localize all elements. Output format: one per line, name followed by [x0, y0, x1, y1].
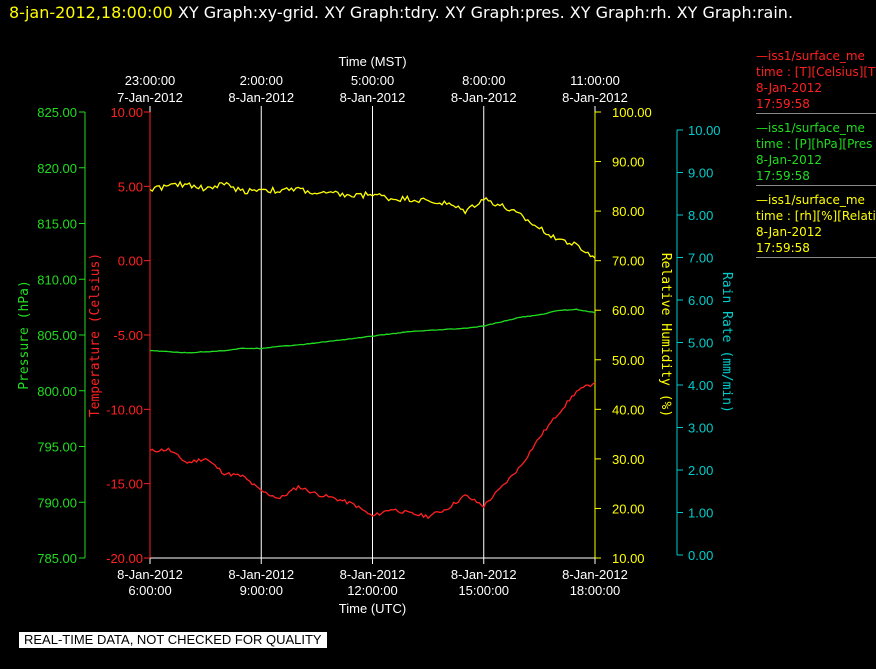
rh-tick-label: 30.00 [612, 452, 645, 467]
legend: —iss1/surface_me time : [T][Celsius][T 8-J… [756, 48, 876, 264]
rain-tick-label: 3.00 [688, 421, 713, 436]
rain-axis-title: Rain Rate (mm/min) [719, 272, 734, 413]
timestamp: 8-jan-2012,18:00:00 [9, 3, 173, 22]
top-x-tick-label: 5:00:00 [351, 73, 394, 88]
pressure-tick-label: 820.00 [37, 161, 77, 176]
rain-tick-label: 8.00 [688, 208, 713, 223]
rain-tick-label: 2.00 [688, 463, 713, 478]
pressure-tick-label: 805.00 [37, 328, 77, 343]
top-x-tick-label: 8-Jan-2012 [451, 90, 517, 105]
x-tick-label: 12:00:00 [347, 583, 398, 598]
legend-name: —iss1/surface_me [756, 121, 865, 135]
x-tick-label: 18:00:00 [570, 583, 621, 598]
rain-tick-label: 7.00 [688, 251, 713, 266]
temperature-tick-label: 5.00 [118, 179, 143, 194]
top-x-tick-label: 2:00:00 [240, 73, 283, 88]
window-title-bar: 8-jan-2012,18:00:00 XY Graph:xy-grid. XY… [9, 3, 793, 22]
legend-name: —iss1/surface_me [756, 193, 865, 207]
pressure-series-line [149, 308, 596, 354]
rh-tick-label: 90.00 [612, 155, 645, 170]
top-x-tick-label: 8-Jan-2012 [562, 90, 628, 105]
rain-tick-label: 5.00 [688, 336, 713, 351]
rain-tick-label: 4.00 [688, 378, 713, 393]
temperature-tick-label: -5.00 [113, 328, 143, 343]
rh-series-line [149, 180, 596, 259]
rh-axis-title: Relative Humidity (%) [658, 253, 673, 417]
x-tick-label: 6:00:00 [128, 583, 171, 598]
pressure-tick-label: 790.00 [37, 495, 77, 510]
pressure-tick-label: 815.00 [37, 217, 77, 232]
temperature-axis-title: Temperature (Celsius) [88, 253, 103, 417]
pressure-tick-label: 825.00 [37, 105, 77, 120]
temperature-series-line [149, 382, 596, 520]
temperature-tick-label: 10.00 [110, 105, 143, 120]
temperature-tick-label: -20.00 [106, 551, 143, 566]
rh-tick-label: 80.00 [612, 204, 645, 219]
x-tick-label: 8-Jan-2012 [228, 567, 294, 582]
temperature-tick-label: 0.00 [118, 254, 143, 269]
legend-name: —iss1/surface_me [756, 49, 865, 63]
top-x-tick-label: 23:00:00 [125, 73, 176, 88]
temperature-tick-label: -10.00 [106, 402, 143, 417]
rh-tick-label: 50.00 [612, 353, 645, 368]
rh-tick-label: 60.00 [612, 303, 645, 318]
rain-tick-label: 9.00 [688, 166, 713, 181]
legend-units: time : [rh][%][Relati [756, 209, 876, 223]
x-tick-label: 8-Jan-2012 [451, 567, 517, 582]
top-axis-title: Time (MST) [338, 54, 406, 69]
x-tick-label: 8-Jan-2012 [562, 567, 628, 582]
rh-tick-label: 20.00 [612, 501, 645, 516]
rain-tick-label: 10.00 [688, 123, 721, 138]
x-tick-label: 9:00:00 [240, 583, 283, 598]
pressure-axis-title: Pressure (hPa) [17, 280, 32, 390]
disclaimer-label: REAL-TIME DATA, NOT CHECKED FOR QUALITY [19, 632, 327, 648]
bottom-axis-title: Time (UTC) [339, 601, 406, 616]
rh-tick-label: 40.00 [612, 402, 645, 417]
top-x-tick-label: 8:00:00 [462, 73, 505, 88]
x-tick-label: 8-Jan-2012 [117, 567, 183, 582]
x-tick-label: 15:00:00 [458, 583, 509, 598]
top-x-tick-label: 11:00:00 [570, 73, 620, 88]
top-x-tick-label: 8-Jan-2012 [228, 90, 294, 105]
legend-time: 17:59:58 [756, 97, 810, 111]
graph-titles: XY Graph:xy-grid. XY Graph:tdry. XY Grap… [177, 3, 794, 22]
pressure-tick-label: 800.00 [37, 384, 77, 399]
pressure-tick-label: 810.00 [37, 272, 77, 287]
rh-tick-label: 100.00 [612, 105, 652, 120]
top-x-tick-label: 8-Jan-2012 [340, 90, 406, 105]
legend-units: time : [P][hPa][Pres [756, 137, 873, 151]
legend-units: time : [T][Celsius][T [756, 65, 876, 79]
top-x-tick-label: 7-Jan-2012 [117, 90, 183, 105]
temperature-tick-label: -15.00 [106, 477, 143, 492]
legend-date: 8-Jan-2012 [756, 225, 822, 239]
rain-tick-label: 0.00 [688, 548, 713, 563]
x-tick-label: 8-Jan-2012 [340, 567, 406, 582]
rain-tick-label: 1.00 [688, 506, 713, 521]
rh-tick-label: 70.00 [612, 254, 645, 269]
legend-time: 17:59:58 [756, 169, 810, 183]
rain-tick-label: 6.00 [688, 293, 713, 308]
rh-tick-label: 10.00 [612, 551, 645, 566]
legend-time: 17:59:58 [756, 241, 810, 255]
legend-date: 8-Jan-2012 [756, 81, 822, 95]
pressure-tick-label: 795.00 [37, 440, 77, 455]
pressure-tick-label: 785.00 [37, 551, 77, 566]
legend-date: 8-Jan-2012 [756, 153, 822, 167]
